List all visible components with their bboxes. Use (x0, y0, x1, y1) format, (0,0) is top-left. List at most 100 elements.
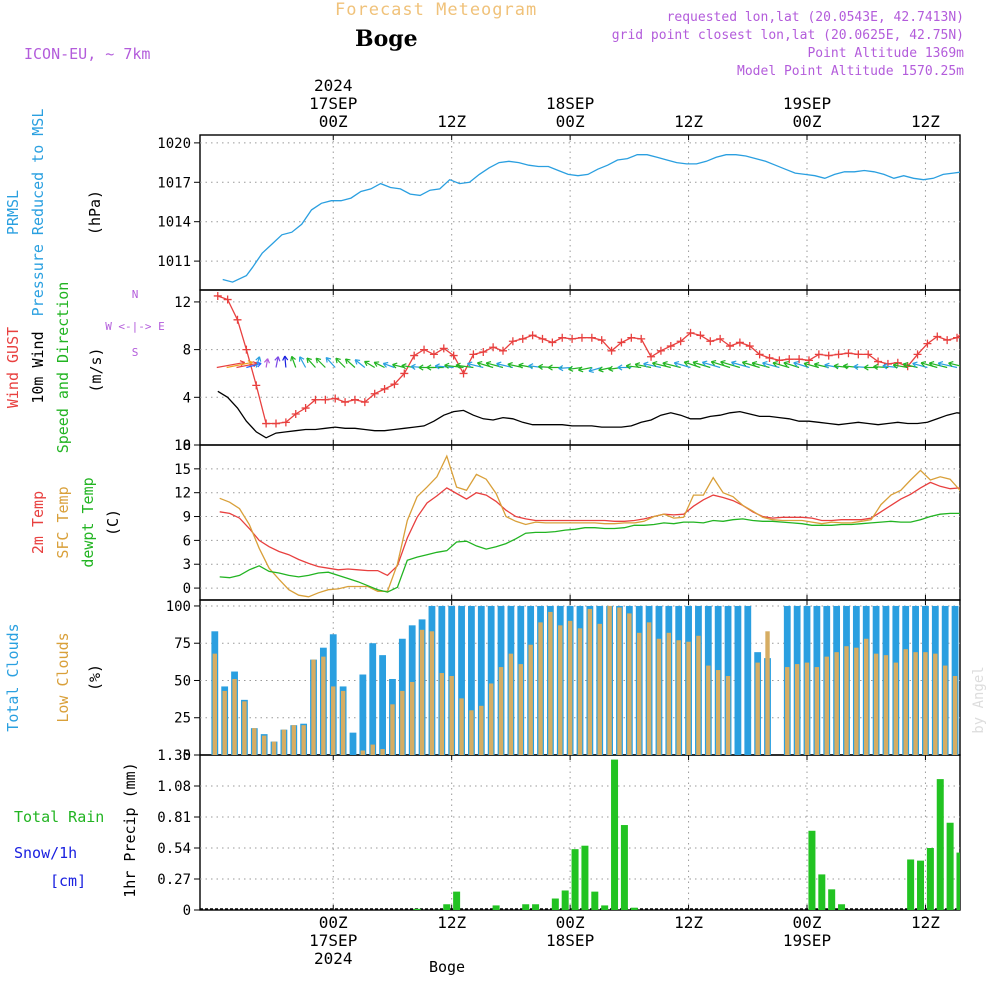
compass-east-west: W <-|-> E (105, 320, 165, 333)
low-cloud-bar (706, 665, 711, 755)
time-label-bottom: 12Z (437, 913, 466, 932)
wind-arrow (912, 362, 928, 369)
station-name: Boge (355, 26, 418, 52)
wind-arrow-head (873, 363, 879, 370)
gust-marker (568, 334, 577, 343)
y-tick-label: 12 (174, 486, 191, 502)
wind-arrow-head (772, 360, 778, 367)
series-label: Total Clouds (4, 623, 22, 731)
low-cloud-bar (518, 664, 523, 755)
gust-marker (913, 350, 922, 359)
gust-marker (953, 333, 960, 342)
model-point-altitude: Model Point Altitude 1570.25m (737, 64, 964, 79)
wind-arrow-head (731, 360, 737, 367)
time-label-bottom: 00Z (793, 913, 822, 932)
wind-arrow (383, 362, 395, 369)
y-tick-label: 25 (174, 711, 191, 727)
low-cloud-bar (558, 625, 563, 755)
low-cloud-bar (508, 653, 514, 755)
y-tick-label: 8 (183, 343, 191, 359)
total-cloud-bar (477, 605, 485, 755)
wind-arrow (477, 362, 494, 369)
series-label: SFC Temp (54, 486, 72, 558)
wind-arrow-head (578, 366, 584, 373)
gust-marker (844, 349, 853, 358)
wind-arrow-head (290, 355, 296, 362)
time-label-bottom: 2024 (314, 949, 353, 968)
total-cloud-bar (734, 605, 742, 755)
wind-arrow (662, 362, 681, 369)
gust-marker (814, 350, 823, 359)
y-tick-label: 1017 (157, 175, 191, 191)
time-label-top: 12Z (911, 112, 940, 131)
low-cloud-bar (804, 662, 810, 755)
wind-arrow (731, 361, 750, 369)
wind-arrow (236, 362, 258, 369)
wind-arrow (291, 356, 297, 368)
wind-arrow-head (455, 362, 461, 369)
wind-arrow (635, 363, 652, 369)
marks-precip (200, 759, 960, 910)
low-cloud-bar (942, 665, 948, 755)
time-label-top: 00Z (793, 112, 822, 131)
gust-marker (726, 342, 735, 351)
gust-marker (233, 315, 242, 324)
wind-arrow-head (598, 366, 604, 373)
time-label-top: 12Z (437, 112, 466, 131)
wind-arrow (467, 362, 484, 369)
time-label-bottom: 12Z (674, 913, 703, 932)
low-cloud-bar (794, 664, 800, 755)
wind-arrow-head (335, 357, 341, 364)
panel-frame-pressure (199, 134, 961, 291)
time-label-bottom: 12Z (911, 913, 940, 932)
credit-watermark: by Angel (971, 666, 987, 733)
low-cloud-bar (429, 631, 435, 755)
precip-bar (571, 849, 579, 910)
chart-marks-layer (200, 154, 960, 910)
gust-marker (854, 350, 863, 359)
point-altitude: Point Altitude 1369m (807, 46, 964, 61)
gust-marker (804, 356, 813, 365)
wind-arrow-head (364, 360, 370, 367)
wind-arrow-head (256, 361, 262, 368)
time-label-top: 00Z (556, 112, 585, 131)
wind-arrow-head (937, 361, 944, 368)
y-tick-label: 1014 (157, 215, 191, 231)
gust-marker (706, 337, 715, 346)
series-line-2m-temp (219, 481, 960, 577)
total-cloud-bar (349, 732, 357, 755)
gust-marker (538, 334, 547, 343)
gust-marker (558, 333, 567, 342)
low-cloud-bar (459, 698, 464, 755)
series-label: Snow/1h (14, 844, 77, 862)
precip-bar (532, 904, 540, 910)
gust-marker (420, 345, 429, 354)
wind-arrow-head (588, 367, 594, 374)
wind-arrow (345, 358, 356, 368)
gust-marker (696, 331, 705, 340)
y-tick-label: 0 (183, 903, 191, 919)
wind-arrow-head (892, 362, 899, 369)
precip-bar (611, 759, 619, 910)
wind-arrow-head (547, 364, 553, 371)
wind-arrow-head (920, 360, 927, 367)
wind-arrow (335, 357, 346, 368)
low-cloud-bar (439, 673, 445, 755)
low-cloud-bar (656, 638, 662, 755)
wind-arrow (711, 361, 731, 369)
wind-arrow (265, 358, 269, 368)
precip-bar (453, 891, 461, 910)
gust-marker (252, 381, 261, 390)
wind-arrow (652, 362, 671, 369)
y-tick-label: 0.54 (157, 841, 191, 857)
time-label-bottom: 19SEP (783, 931, 831, 950)
low-cloud-bar (913, 652, 918, 755)
wind-arrow-head (673, 360, 680, 367)
total-cloud-bar (379, 655, 386, 755)
gust-marker (390, 380, 399, 389)
low-cloud-bar (222, 690, 227, 755)
wind-arrow (216, 361, 245, 369)
wind-arrow (643, 363, 662, 369)
wind-arrow (938, 362, 958, 369)
